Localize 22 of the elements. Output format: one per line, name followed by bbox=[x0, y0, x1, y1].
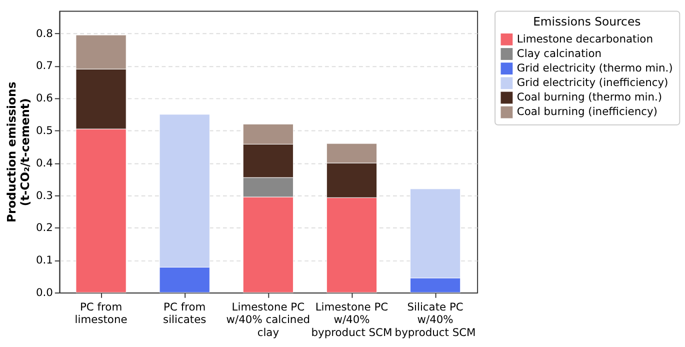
legend-title: Emissions Sources bbox=[533, 14, 641, 28]
y-tick-label: 0.6 bbox=[36, 92, 54, 105]
legend-label: Limestone decarbonation bbox=[516, 32, 653, 46]
x-tick-label: Limestone PC w/40% byproduct SCM bbox=[311, 300, 392, 339]
legend-label: Coal burning (inefficiency) bbox=[516, 105, 658, 118]
legend-label: Grid electricity (thermo min.) bbox=[516, 61, 673, 74]
y-tick-label: 0.2 bbox=[36, 221, 53, 234]
x-tick-label: Limestone PC w/40% calcined clay bbox=[226, 300, 310, 339]
y-tick-label: 0.3 bbox=[36, 188, 53, 202]
y-tick-label: 0.5 bbox=[36, 124, 53, 137]
y-tick-label: 0.8 bbox=[36, 26, 54, 40]
x-tick-label: Silicate PC w/40% byproduct SCM bbox=[394, 300, 476, 339]
y-tick-label: 0.7 bbox=[36, 59, 53, 72]
legend-label: Clay calcination bbox=[516, 46, 602, 60]
y-axis-title: Production emissions (t-CO₂/t-cement) bbox=[4, 82, 32, 223]
x-tick-label: PC from silicates bbox=[163, 300, 207, 326]
x-tick-label: PC from limestone bbox=[74, 300, 128, 326]
legend-label: Grid electricity (inefficiency) bbox=[516, 76, 668, 90]
y-tick-label: 0.4 bbox=[36, 156, 54, 170]
y-tick-label: 0.0 bbox=[36, 286, 54, 299]
legend-label: Coal burning (thermo min.) bbox=[516, 90, 662, 104]
y-tick-label: 0.1 bbox=[36, 254, 53, 267]
